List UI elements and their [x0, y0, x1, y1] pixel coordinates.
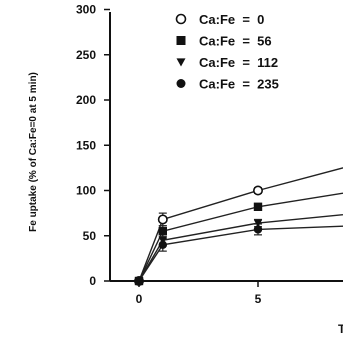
y-tick-label: 100 [76, 184, 96, 198]
data-point [253, 219, 263, 228]
legend-label-2: Ca:Fe = 112 [199, 55, 278, 70]
y-tick-label: 0 [89, 274, 96, 288]
data-point [253, 185, 264, 196]
data-point [158, 240, 167, 249]
legend-label-1: Ca:Fe = 56 [199, 34, 272, 49]
plot-clip-group [134, 167, 343, 286]
y-tick-label: 250 [76, 48, 96, 62]
legend-label-3: Ca:Fe = 235 [199, 77, 279, 92]
data-point [158, 227, 167, 236]
legend-marker-1 [176, 36, 186, 45]
series-line-0 [138, 167, 343, 282]
x-tick-label: 0 [136, 292, 143, 306]
data-point [253, 225, 263, 234]
y-tick-label: 200 [76, 93, 96, 107]
legend: Ca:Fe = 0 Ca:Fe = 56 Ca:Fe = 112 Ca:Fe = 23… [175, 12, 279, 92]
y-tick-label: 300 [76, 3, 96, 17]
series-line-1 [138, 192, 343, 282]
series-line-3 [138, 225, 343, 282]
legend-marker-0 [175, 13, 187, 25]
legend-marker-2 [176, 58, 186, 67]
data-point [157, 214, 168, 225]
legend-marker-3 [176, 79, 186, 88]
series-lines [138, 167, 343, 282]
y-tick-label: 50 [83, 229, 97, 243]
legend-label-0: Ca:Fe = 0 [199, 12, 264, 27]
y-tick-label: 150 [76, 138, 96, 152]
data-points [134, 185, 264, 286]
x-tick-label: 5 [255, 292, 262, 306]
data-point [253, 202, 263, 211]
y-ticks: 0 50 100 150 200 250 300 [76, 3, 110, 288]
x-axis-label: T [338, 322, 343, 336]
series-line-2 [138, 213, 343, 282]
y-axis-label: Fe uptake (% of Ca:Fe=0 at 5 min) [28, 72, 39, 232]
